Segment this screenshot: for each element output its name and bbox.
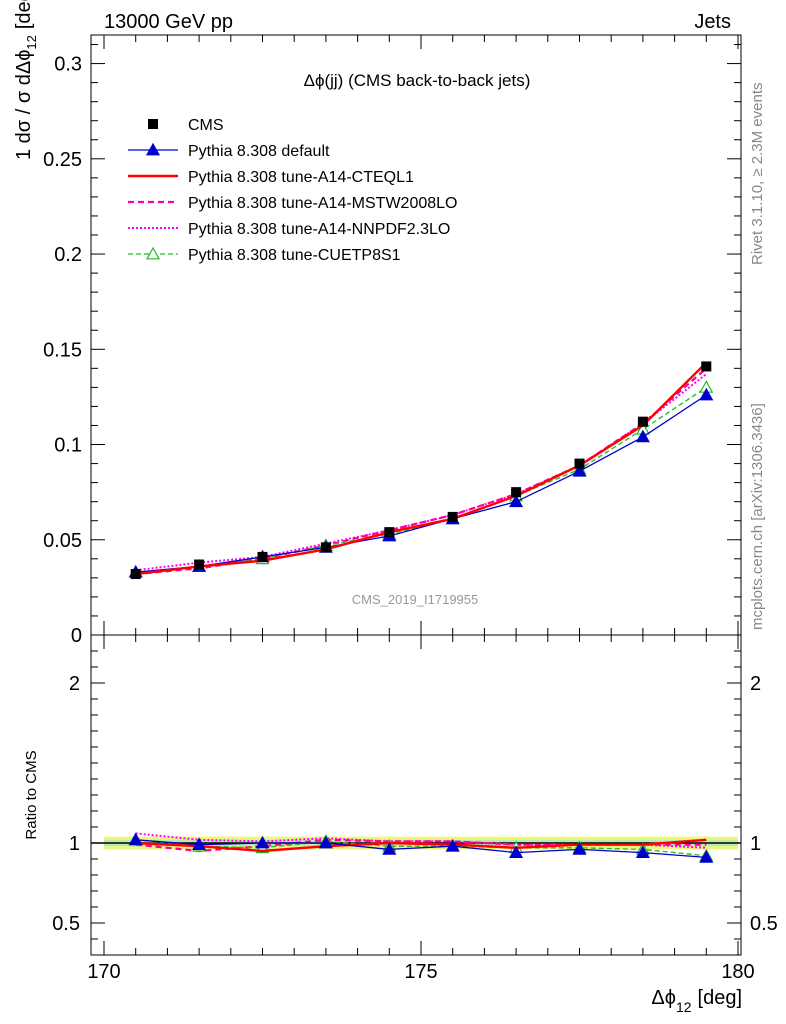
line-nnpdf: [135, 373, 707, 572]
ratio-y-tick-label-right: 1: [750, 833, 761, 855]
x-axis-label-main: Δϕ: [651, 987, 676, 1009]
marker-default: [635, 429, 650, 443]
y-axis-label-main: 1 dσ / σ dΔϕ: [13, 50, 35, 160]
marker-default: [572, 463, 587, 477]
y-axis-label: 1 dσ / σ dΔϕ12[deg-1]: [10, 0, 39, 160]
ratio-marker-default: [382, 842, 397, 855]
legend-label-cteql1: Pythia 8.308 tune-A14-CTEQL1: [188, 169, 414, 186]
x-tick-label: 180: [721, 961, 754, 983]
cms-point: [574, 458, 585, 469]
ratio-marker-default: [192, 837, 207, 851]
legend-marker-default: [145, 142, 161, 156]
header-right: Jets: [694, 11, 731, 33]
cms-point: [194, 559, 205, 570]
legend-label-cuetp8s1: Pythia 8.308 tune-CUETP8S1: [188, 247, 401, 264]
y-tick-label: 0.15: [43, 339, 82, 361]
cms-point: [320, 542, 331, 553]
ratio-y-tick-label: 0.5: [52, 913, 80, 935]
line-cuetp8s1: [135, 386, 707, 573]
plot-title: Δϕ(jj) (CMS back-to-back jets): [304, 71, 531, 90]
cms-point: [637, 416, 648, 427]
cms-point: [384, 527, 395, 538]
y-tick-label: 0.25: [43, 149, 82, 171]
ratio-marker-default: [509, 845, 524, 859]
legend-marker-cuetp8s1: [145, 246, 161, 260]
legend-label-cms: CMS: [188, 117, 224, 134]
cms-point: [701, 361, 712, 372]
legend-label-default: Pythia 8.308 default: [188, 143, 330, 160]
ratio-series: [91, 832, 741, 863]
cms-point: [257, 551, 268, 562]
marker-default: [699, 387, 714, 401]
ratio-y-tick-label: 1: [69, 833, 80, 855]
line-mstw: [135, 367, 708, 576]
ratio-line-cuetp8s1: [135, 839, 707, 857]
ratio-y-tick-label: 2: [69, 673, 80, 695]
legend-swatch-cms: [148, 119, 158, 129]
y-axis-label-sub: 12: [24, 35, 39, 49]
mcplots-label: mcplots.cern.ch [arXiv:1306.3436]: [749, 403, 766, 630]
cms-point: [511, 487, 522, 498]
ratio-marker-default: [255, 835, 270, 849]
main-series: [128, 361, 714, 580]
ratio-marker-default: [699, 850, 714, 863]
ratio-marker-default: [128, 832, 143, 846]
y-tick-label: 0.1: [54, 435, 82, 457]
header-left: 13000 GeV pp: [104, 11, 233, 33]
legend-label-mstw: Pythia 8.308 tune-A14-MSTW2008LO: [188, 195, 457, 212]
ratio-line-cteql1: [135, 838, 707, 853]
x-axis-label: Δϕ12 [deg]: [651, 987, 742, 1015]
ratio-y-tick-label-right: 2: [750, 673, 761, 695]
y-tick-label: 0: [71, 625, 82, 647]
cms-point: [447, 511, 458, 522]
y-tick-label: 0.2: [54, 244, 82, 266]
ratio-line-default: [135, 839, 707, 859]
x-tick-label: 170: [87, 961, 120, 983]
legend: CMS Pythia 8.308 default Pythia 8.308 tune…: [128, 117, 457, 264]
ratio-y-tick-label-right: 0.5: [750, 913, 778, 935]
ratio-marker-default: [635, 845, 650, 859]
line-cteql1: [135, 361, 708, 576]
x-axis-label-unit: [deg]: [698, 987, 742, 1009]
x-axis-label-sub: 12: [676, 999, 692, 1015]
marker-default: [509, 494, 524, 508]
rivet-label: Rivet 3.1.10, ≥ 2.3M events: [749, 83, 766, 266]
line-default: [135, 394, 707, 573]
ratio-marker-default: [572, 842, 587, 855]
ratio-marker-default: [445, 838, 460, 852]
cms-point: [130, 569, 141, 580]
y-tick-label: 0.05: [43, 530, 82, 552]
legend-label-nnpdf: Pythia 8.308 tune-A14-NNPDF2.3LO: [188, 221, 450, 238]
ratio-panel-frame: [90, 634, 742, 956]
ratio-y-label: Ratio to CMS: [23, 750, 40, 839]
analysis-watermark: CMS_2019_I1719955: [352, 592, 479, 607]
ratio-marker-default: [318, 835, 333, 849]
x-tick-label: 175: [404, 961, 437, 983]
y-axis-label-unit: [deg: [13, 0, 35, 29]
svg-text:1 dσ / σ dΔϕ12[deg-1]: 1 dσ / σ dΔϕ12[deg-1]: [10, 0, 39, 160]
y-tick-label: 0.3: [54, 54, 82, 76]
